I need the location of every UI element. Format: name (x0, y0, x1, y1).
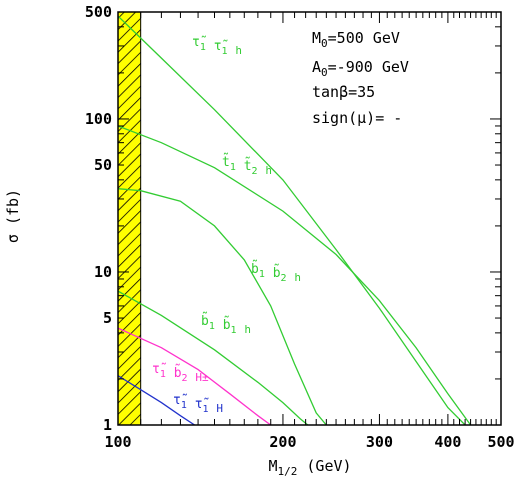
info-a0: A0=-900 GeV (312, 58, 409, 79)
x-tick-label: 500 (487, 433, 514, 451)
series-label-part: b̃ (273, 264, 281, 281)
series-label-part: b̃ (251, 260, 259, 277)
info-a0-sub: 0 (321, 66, 328, 79)
series-label-space (265, 266, 273, 281)
series-label-part: H (216, 402, 223, 415)
y-axis-title: σ (fb) (4, 189, 22, 243)
series-label-6: τ̃1 τ̃1 H (173, 393, 223, 416)
info-m0-main: M (312, 29, 321, 47)
series-label-space (188, 370, 196, 385)
info-m0-rest: =500 GeV (328, 29, 400, 47)
series-label-part: h (265, 164, 272, 177)
series-label-part: h (244, 323, 251, 336)
series-label-space (215, 318, 223, 333)
excluded-region (117, 11, 142, 426)
series-label-sub: 2 (252, 166, 258, 177)
info-a0-rest: =-900 GeV (328, 58, 409, 76)
series-label-sub: 1 (222, 46, 228, 57)
series-label-space (237, 322, 245, 337)
series-label-part: h (294, 271, 301, 284)
info-m0: M0=500 GeV (312, 29, 400, 50)
series-label-space (187, 397, 195, 412)
info-tanbeta: tanβ=35 (312, 83, 375, 101)
series-label-sub: 1 (230, 162, 236, 173)
x-axis-title: M1/2 (GeV) (268, 457, 351, 478)
series-label-sub: 1 (200, 42, 206, 53)
series-label-sub: 2 (281, 273, 287, 284)
x-axis-title-rest: (GeV) (297, 457, 351, 475)
series-label-2: t̃1 t̃2 h (222, 153, 272, 178)
info-box: M0=500 GeV A0=-900 GeV tanβ=35 sign(μ)= … (312, 29, 409, 127)
series-label-sub: 1 (209, 321, 215, 332)
series-label-space (287, 270, 295, 285)
x-tick-label: 300 (366, 433, 393, 451)
info-a0-main: A (312, 58, 321, 76)
series-label-space (166, 366, 174, 381)
series-label-part: b̃ (174, 364, 182, 381)
series-label-sub: 1 (181, 400, 187, 411)
x-axis-title-sub: 1/2 (277, 465, 297, 478)
series-label-sub: 1 (160, 369, 166, 380)
y-tick-label: 5 (103, 309, 112, 327)
y-tick-label: 500 (85, 3, 112, 21)
series-line-3 (118, 188, 327, 425)
series-label-space (258, 163, 266, 178)
series-label-space (236, 159, 244, 174)
series-line-1 (118, 15, 466, 425)
series-label-sub: 2 (182, 373, 188, 384)
series-label-part: H± (195, 371, 209, 384)
series-label-sub: 1 (231, 325, 237, 336)
curve-labels: τ̃1 τ̃1 ht̃1 t̃2 hb̃1 b̃2 hb̃1 b̃1 hτ̃1 … (152, 35, 301, 416)
axis-ticks (117, 11, 502, 426)
series-label-part: b̃ (223, 316, 231, 333)
curves (118, 15, 472, 425)
series-label-space (206, 39, 214, 54)
series-line-4 (118, 290, 309, 425)
series-label-5: τ̃1 b̃2 H± (152, 362, 209, 385)
info-sign-mu: sign(μ)= - (312, 109, 402, 127)
series-label-part: t̃ (222, 153, 230, 170)
series-label-part: b̃ (201, 312, 209, 329)
y-tick-label: 10 (94, 263, 112, 281)
series-line-5 (118, 327, 272, 425)
y-tick-label: 50 (94, 156, 112, 174)
series-label-part: t̃ (244, 157, 252, 174)
x-tick-label: 100 (104, 433, 131, 451)
info-m0-sub: 0 (321, 37, 328, 50)
series-label-3: b̃1 b̃2 h (251, 260, 301, 285)
plot-frame (117, 11, 502, 426)
series-line-6 (118, 375, 195, 425)
series-label-1: τ̃1 τ̃1 h (192, 35, 242, 58)
series-label-space (209, 401, 217, 416)
x-axis-title-main: M (268, 457, 277, 475)
y-tick-label: 1 (103, 416, 112, 434)
x-tick-label: 200 (269, 433, 296, 451)
x-tick-label: 400 (434, 433, 461, 451)
series-label-4: b̃1 b̃1 h (201, 312, 251, 337)
y-tick-label: 100 (85, 110, 112, 128)
series-line-2 (118, 125, 472, 425)
series-label-sub: 1 (203, 404, 209, 415)
series-label-sub: 1 (259, 269, 265, 280)
series-label-part: h (235, 44, 242, 57)
series-label-space (228, 43, 236, 58)
